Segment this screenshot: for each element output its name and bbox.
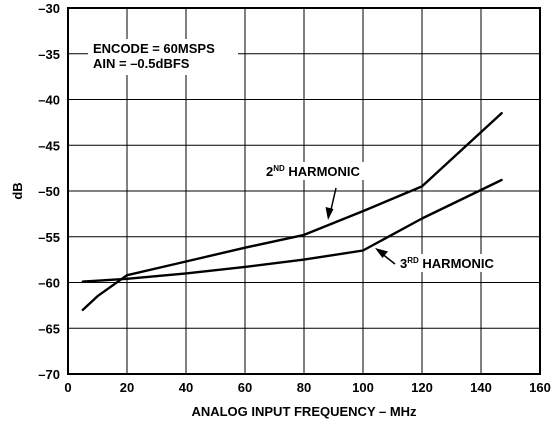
harmonic3-label-sup: RD [407, 256, 419, 265]
y-tick-label: –50 [38, 184, 60, 199]
conditions-ain-label: AIN = –0.5dBFS [93, 56, 190, 71]
x-tick-label: 120 [411, 380, 433, 395]
y-tick-label: –65 [38, 321, 60, 336]
x-tick-label: 20 [120, 380, 134, 395]
y-tick-label: –55 [38, 230, 60, 245]
harmonic2-label-text: HARMONIC [285, 164, 361, 179]
x-tick-label: 40 [179, 380, 193, 395]
series-line-2nd-harmonic [81, 111, 503, 312]
harmonic3-label-num: 3 [400, 256, 407, 271]
x-axis-title: ANALOG INPUT FREQUENCY – MHz [191, 404, 417, 419]
harmonic2-label: 2ND HARMONIC [266, 164, 361, 179]
y-tick-label: –70 [38, 367, 60, 382]
x-tick-label: 0 [64, 380, 71, 395]
x-tick-label: 100 [352, 380, 374, 395]
harmonic3-label-bg [396, 254, 518, 272]
y-tick-label: –30 [38, 1, 60, 16]
series-lines [81, 111, 503, 312]
y-axis-title: dB [10, 182, 25, 199]
harmonic2-arrowhead [325, 207, 334, 220]
y-tick-label: –45 [38, 138, 60, 153]
harmonic3-label: 3RD HARMONIC [400, 256, 495, 271]
harmonic2-label-num: 2 [266, 164, 273, 179]
x-tick-labels: 0 20 40 60 80 100 120 140 160 [64, 380, 550, 395]
plot-frame [67, 7, 541, 375]
x-tick-label: 160 [529, 380, 551, 395]
x-tick-label: 60 [238, 380, 252, 395]
y-tick-label: –35 [38, 47, 60, 62]
harmonic3-label-text: HARMONIC [419, 256, 495, 271]
harmonic2-label-sup: ND [273, 164, 285, 173]
conditions-box [88, 39, 238, 75]
y-tick-label: –40 [38, 93, 60, 108]
x-tick-label: 80 [297, 380, 311, 395]
harmonic3-arrowhead [375, 248, 388, 258]
harmonic2-label-bg [262, 162, 382, 180]
conditions-encode-label: ENCODE = 60MSPS [93, 41, 215, 56]
series-line-3rd-harmonic [81, 178, 503, 283]
y-tick-labels: –30 –35 –40 –45 –50 –55 –60 –65 –70 [38, 1, 60, 382]
x-tick-label: 140 [470, 380, 492, 395]
y-tick-label: –60 [38, 276, 60, 291]
